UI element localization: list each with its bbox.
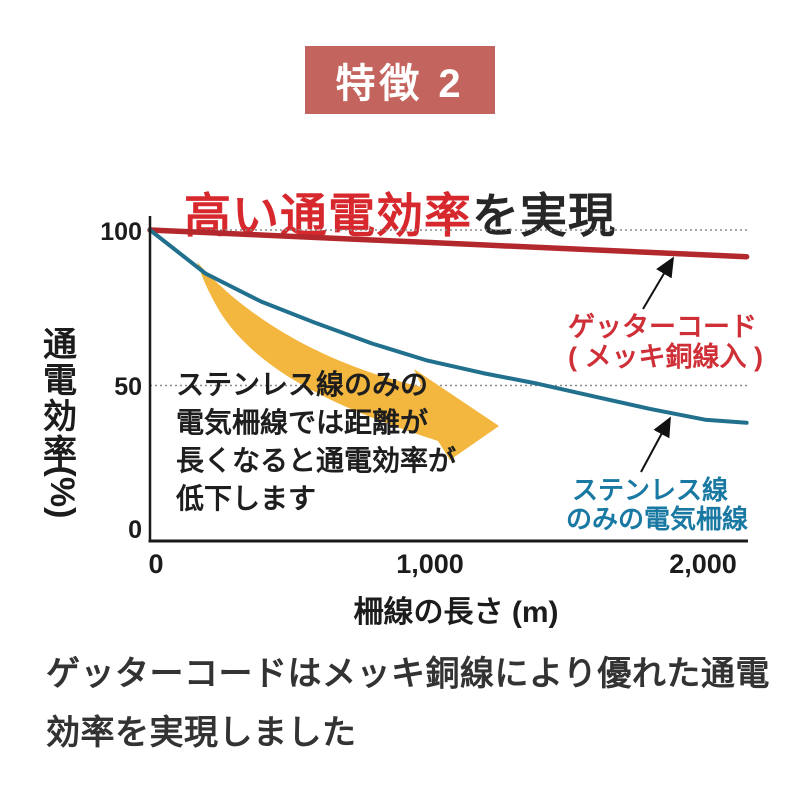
x-tick-2000: 2,000	[669, 549, 737, 579]
getter-cord-pointer-arrow-icon	[642, 256, 675, 310]
y-tick-100: 100	[100, 218, 142, 246]
page-title: 高い通電効率を実現	[0, 177, 800, 246]
getter-cord-label-line-1: ゲッターコード	[568, 312, 757, 342]
annotation-line-3: 長くなると通電効率が	[176, 444, 456, 476]
getter-cord-line	[147, 227, 750, 260]
feature-badge: 特徴 2	[305, 46, 495, 114]
annotation-line-2: 電気柵線では距離が	[176, 406, 428, 438]
y-axis-label-unit: (%)	[43, 466, 81, 519]
feature-badge-label: 特徴 2	[335, 62, 465, 106]
stainless-label-line-2: のみの電気柵線	[566, 504, 748, 534]
stainless-pointer-arrow-icon	[640, 416, 671, 473]
x-axis-label: 柵線の長さ (m)	[354, 595, 559, 629]
footer-line-2: 効率を実現しました	[46, 714, 357, 752]
y-axis-label-char-1: 通	[43, 326, 77, 364]
footer-line-1: ゲッターコードはメッキ銅線により優れた通電	[46, 655, 770, 693]
stainless-wire-line	[148, 228, 749, 425]
stainless-label-line-1: ステンレス線	[572, 475, 728, 505]
footer-text: ゲッターコードはメッキ銅線により優れた通電 効率を実現しました	[46, 645, 786, 763]
annotation-line-4: 低下します	[175, 483, 316, 514]
efficiency-chart: ステンレス線のみの 電気柵線では距離が 長くなると通電効率が 低下します ゲッタ…	[43, 216, 763, 629]
y-tick-0: 0	[128, 516, 142, 544]
y-tick-50: 50	[114, 373, 142, 401]
y-axis-label-char-4: 率	[43, 434, 77, 472]
annotation-line-1: ステンレス線のみの	[176, 368, 428, 400]
y-axis-label-char-3: 効	[43, 398, 77, 436]
downward-trend-arrow-icon	[197, 262, 499, 460]
x-tick-0: 0	[148, 549, 163, 579]
getter-cord-label-line-2: ( メッキ銅線入 )	[568, 341, 763, 372]
x-tick-1000: 1,000	[396, 549, 464, 579]
title-rest: を実現	[472, 189, 616, 243]
y-axis-label-char-2: 電	[43, 362, 77, 400]
